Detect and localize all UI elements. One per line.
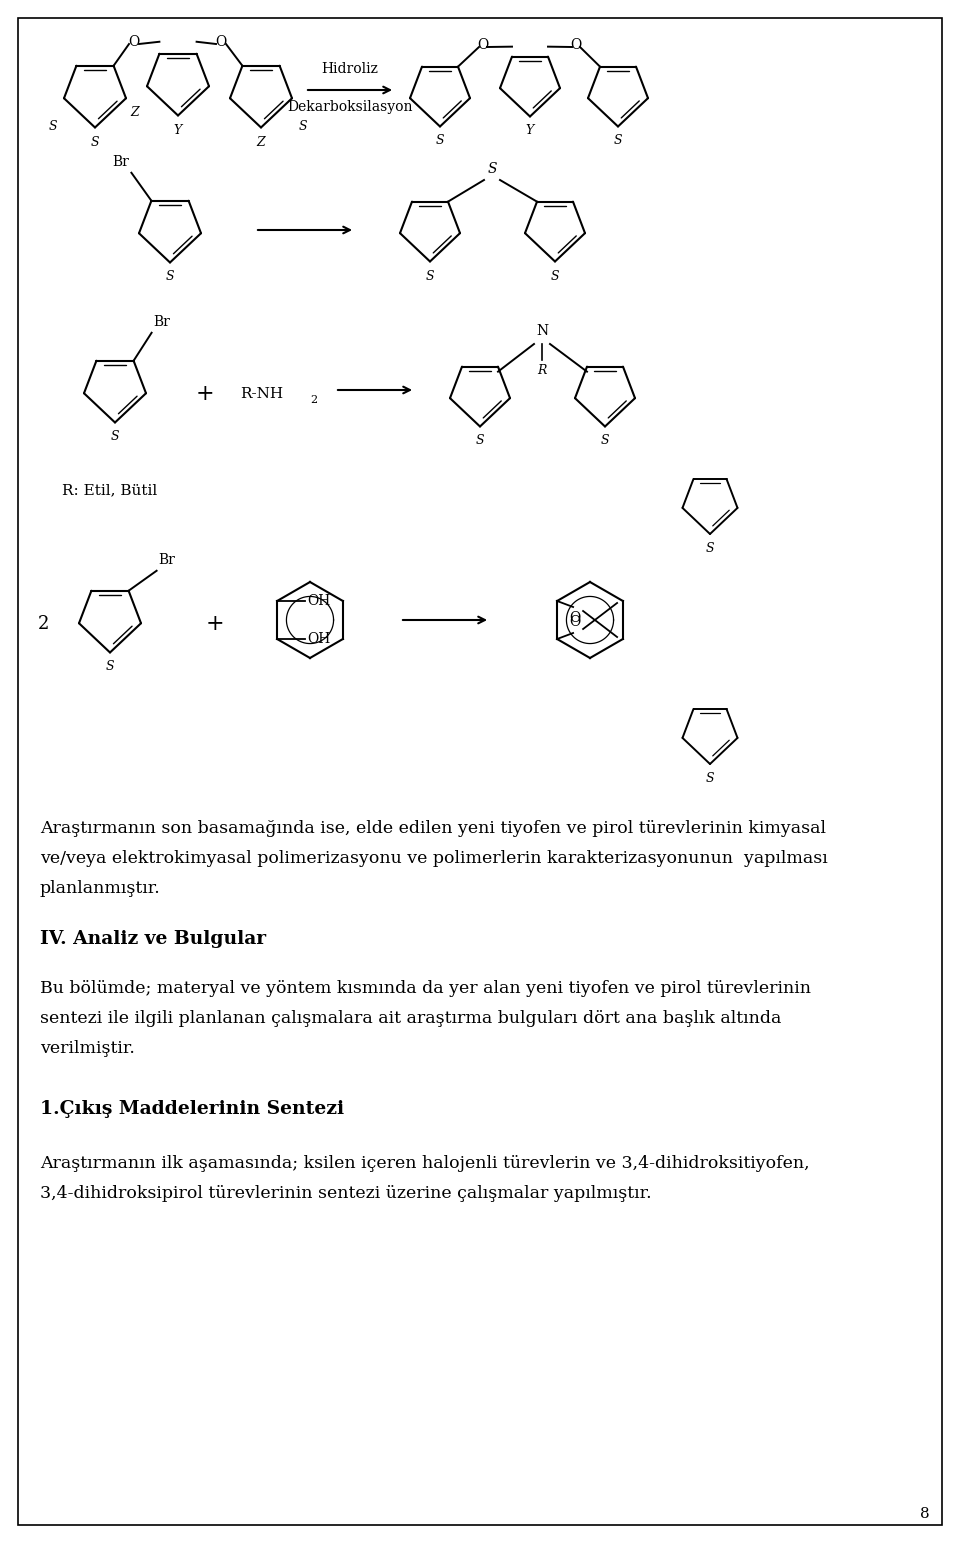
Text: R-NH: R-NH — [240, 387, 283, 401]
Text: S: S — [706, 542, 714, 555]
Text: S: S — [613, 134, 622, 148]
Text: R: Etil, Bütil: R: Etil, Bütil — [62, 483, 157, 497]
Text: Br: Br — [112, 154, 130, 168]
Text: Br: Br — [158, 552, 176, 566]
Text: S: S — [299, 120, 307, 134]
Text: sentezi ile ilgili planlanan çalışmalara ait araştırma bulguları dört ana başlık: sentezi ile ilgili planlanan çalışmalara… — [40, 1011, 781, 1028]
Text: S: S — [110, 430, 119, 443]
Text: +: + — [196, 383, 214, 404]
Text: 3,4-dihidroksipirol türevlerinin sentezi üzerine çalışmalar yapılmıştır.: 3,4-dihidroksipirol türevlerinin sentezi… — [40, 1185, 652, 1202]
Text: ve/veya elektrokimyasal polimerizasyonu ve polimerlerin karakterizasyonunun  yap: ve/veya elektrokimyasal polimerizasyonu … — [40, 850, 828, 867]
Text: S: S — [106, 660, 114, 673]
Text: OH: OH — [307, 633, 330, 647]
Text: S: S — [436, 134, 444, 148]
Text: O: O — [569, 616, 581, 630]
Text: +: + — [205, 613, 225, 636]
Text: S: S — [49, 120, 58, 134]
Text: S: S — [166, 270, 175, 284]
Text: Y: Y — [174, 123, 182, 136]
Text: S: S — [551, 270, 560, 282]
Text: Z: Z — [131, 106, 139, 119]
Text: 1.Çıkış Maddelerinin Sentezi: 1.Çıkış Maddelerinin Sentezi — [40, 1100, 344, 1119]
Text: 2: 2 — [38, 616, 49, 633]
Text: O: O — [129, 35, 139, 49]
Text: Araştırmanın son basamağında ise, elde edilen yeni tiyofen ve pirol türevlerinin: Araştırmanın son basamağında ise, elde e… — [40, 819, 826, 836]
Text: Bu bölümde; materyal ve yöntem kısmında da yer alan yeni tiyofen ve pirol türevl: Bu bölümde; materyal ve yöntem kısmında … — [40, 980, 811, 997]
Text: O: O — [215, 35, 227, 49]
Text: S: S — [488, 162, 496, 176]
Text: O: O — [570, 39, 582, 52]
Text: Dekarboksilasyon: Dekarboksilasyon — [287, 100, 413, 114]
Text: O: O — [569, 611, 581, 625]
Text: IV. Analiz ve Bulgular: IV. Analiz ve Bulgular — [40, 930, 266, 947]
Text: 2: 2 — [310, 395, 317, 404]
Text: Z: Z — [256, 136, 265, 148]
Text: S: S — [706, 772, 714, 785]
Text: N: N — [536, 324, 548, 338]
Text: Araştırmanın ilk aşamasında; ksilen içeren halojenli türevlerin ve 3,4-dihidroks: Araştırmanın ilk aşamasında; ksilen içer… — [40, 1156, 809, 1173]
Text: verilmiştir.: verilmiştir. — [40, 1040, 134, 1057]
Text: Br: Br — [154, 315, 171, 329]
Text: 8: 8 — [921, 1508, 930, 1521]
Text: S: S — [601, 435, 610, 447]
Text: R: R — [538, 364, 546, 376]
Text: OH: OH — [307, 594, 330, 608]
Text: S: S — [425, 270, 434, 282]
Text: O: O — [477, 39, 489, 52]
Text: S: S — [90, 136, 99, 148]
Text: planlanmıştır.: planlanmıştır. — [40, 880, 160, 896]
Text: Y: Y — [526, 125, 534, 137]
Text: Hidroliz: Hidroliz — [322, 62, 378, 76]
Text: S: S — [476, 435, 484, 447]
